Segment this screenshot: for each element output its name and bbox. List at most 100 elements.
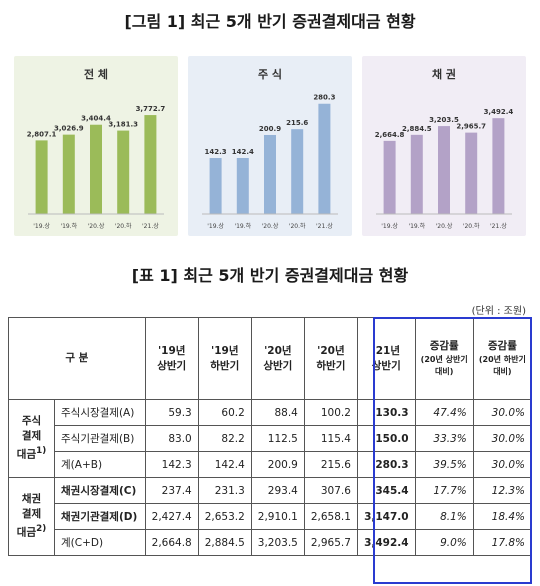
header-19h2-year: '19년 — [211, 344, 239, 357]
cell-rate: 17.8% — [472, 529, 533, 556]
chart-bar — [410, 134, 423, 214]
cell-value: 2,658.1 — [303, 503, 358, 530]
group-bond-note: 2) — [36, 524, 47, 535]
cell-value: 2,910.1 — [250, 503, 305, 530]
x-tick-label: '19.하 — [234, 222, 251, 230]
cell-rate: 30.0% — [472, 399, 533, 426]
table-row: 주식기관결제(B) 83.0 82.2 112.5 115.4 150.0 33… — [9, 425, 533, 452]
cell-rate: 12.3% — [472, 477, 533, 504]
cell-rate: 9.0% — [414, 529, 474, 556]
chart-bar — [318, 103, 331, 214]
cell-value: 2,884.5 — [197, 529, 252, 556]
header-rate1-label: 증감률 — [429, 340, 459, 352]
cell-value: 88.4 — [250, 399, 305, 426]
chart-bar — [383, 140, 396, 214]
cell-value: 231.3 — [197, 477, 252, 504]
x-tick-label: '21.상 — [316, 222, 333, 230]
cell-rate: 8.1% — [414, 503, 474, 530]
chart-bar — [62, 134, 75, 214]
cell-rate: 18.4% — [472, 503, 533, 530]
cell-value: 2,664.8 — [144, 529, 199, 556]
x-tick-label: '20.상 — [436, 222, 453, 230]
cell-value: 237.4 — [144, 477, 199, 504]
header-20h2: '20년 하반기 — [303, 317, 358, 400]
x-tick-label: '20.하 — [115, 222, 132, 230]
chart-bar — [438, 126, 450, 214]
header-rate-vs-20h2: 증감률 (20년 하반기 대비) — [472, 317, 533, 400]
table-header-row: 구 분 '19년 상반기 '19년 하반기 '20년 상반기 '20년 하반기 '21년… — [8, 317, 533, 400]
chart-total: 전 체 2,807.1 '19.상 3,026.9 '19.하 3,404.4 '20.상 3… — [27, 67, 166, 230]
x-tick-label: '20.상 — [262, 222, 279, 230]
cell-rate: 30.0% — [472, 451, 533, 478]
chart-title: 채 권 — [432, 67, 456, 81]
group-bond-l3: 대금 — [16, 526, 37, 539]
chart-bond: 채 권 2,664.8 '19.상 2,884.5 '19.하 3,203.5 '20.상 2… — [375, 67, 514, 230]
header-rate1-sub2: 대비) — [434, 367, 454, 376]
cell-value: 59.3 — [144, 399, 199, 426]
group-stock-l2: 결제 — [21, 430, 42, 443]
x-tick-label: '20.하 — [289, 222, 306, 230]
chart-bar — [291, 129, 304, 214]
row-item: 계(A+B) — [54, 451, 146, 478]
header-20h1-half: 상반기 — [263, 359, 293, 372]
chart-bar — [35, 140, 48, 214]
table-row: 계(A+B) 142.3 142.4 200.9 215.6 280.3 39.… — [9, 451, 533, 478]
header-20h1-year: '20년 — [264, 344, 292, 357]
bar-value-label: 142.3 — [205, 148, 227, 156]
cell-value: 82.2 — [197, 425, 252, 452]
cell-value: 2,965.7 — [303, 529, 358, 556]
cell-value: 100.2 — [303, 399, 358, 426]
header-19h1-half: 상반기 — [157, 359, 187, 372]
group-bond-l1: 채권 — [21, 493, 42, 506]
cell-rate: 33.3% — [414, 425, 474, 452]
bar-value-label: 2,884.5 — [402, 125, 432, 133]
bar-value-label: 3,404.4 — [81, 115, 111, 123]
x-tick-label: '21.상 — [142, 222, 159, 230]
chart-bar — [492, 118, 505, 214]
bar-value-label: 3,026.9 — [54, 125, 84, 133]
table-row: 채권 결제 대금2) 채권시장결제(C) 237.4 231.3 293.4 307… — [8, 477, 533, 556]
table-row: 채권기관결제(D) 2,427.4 2,653.2 2,910.1 2,658.… — [9, 503, 533, 530]
header-20h2-year: '20년 — [317, 344, 345, 357]
chart-title: 주 식 — [258, 67, 282, 81]
cell-value-21h1: 150.0 — [356, 425, 416, 452]
bar-value-label: 2,807.1 — [27, 130, 57, 138]
header-19h1-year: '19년 — [157, 344, 186, 357]
header-rate1-sub: (20년 상반기 — [420, 355, 468, 364]
cell-value: 200.9 — [250, 451, 305, 478]
settlement-table: 구 분 '19년 상반기 '19년 하반기 '20년 상반기 '20년 하반기 '21년… — [8, 317, 533, 556]
cell-value-21h1: 130.3 — [356, 399, 416, 426]
cell-value: 142.4 — [197, 451, 252, 478]
chart-panel-bond: 채 권 2,664.8 '19.상 2,884.5 '19.하 3,203.5 '20.상 2… — [362, 56, 526, 236]
x-tick-label: '21.상 — [490, 222, 507, 230]
cell-value: 142.3 — [144, 451, 199, 478]
header-rate2-label: 증감률 — [487, 340, 517, 352]
chart-stock: 주 식 142.3 '19.상 142.4 '19.하 200.9 '20.상 215.6 '2… — [202, 67, 338, 230]
cell-value: 60.2 — [197, 399, 252, 426]
bar-value-label: 215.6 — [286, 119, 308, 127]
cell-value-21h1: 3,147.0 — [356, 503, 416, 530]
header-21h1-year: '21년 — [372, 344, 401, 357]
cell-rate: 17.7% — [414, 477, 474, 504]
bar-value-label: 3,203.5 — [429, 116, 459, 124]
cell-value: 3,203.5 — [250, 529, 305, 556]
group-bond-l2: 결제 — [21, 508, 42, 521]
cell-value-21h1: 280.3 — [356, 451, 416, 478]
x-tick-label: '20.상 — [88, 222, 105, 230]
table-title: [표 1] 최근 5개 반기 증권결제대금 현황 — [131, 266, 409, 285]
chart-bar — [209, 158, 222, 214]
header-rate2-sub2: 대비) — [493, 367, 512, 376]
cell-value: 215.6 — [303, 451, 358, 478]
x-tick-label: '19.하 — [408, 222, 425, 230]
cell-value-21h1: 3,492.4 — [356, 529, 416, 556]
chart-bar — [264, 134, 276, 214]
bar-value-label: 280.3 — [313, 94, 335, 102]
bar-value-label: 3,492.4 — [484, 108, 514, 116]
header-category: 구 분 — [8, 317, 146, 400]
figure-title: [그림 1] 최근 5개 반기 증권결제대금 현황 — [124, 12, 416, 31]
header-21h1: '21년 상반기 — [356, 317, 416, 400]
chart-panel-stock: 주 식 142.3 '19.상 142.4 '19.하 200.9 '20.상 215.6 '2… — [188, 56, 352, 236]
cell-rate: 30.0% — [472, 425, 533, 452]
